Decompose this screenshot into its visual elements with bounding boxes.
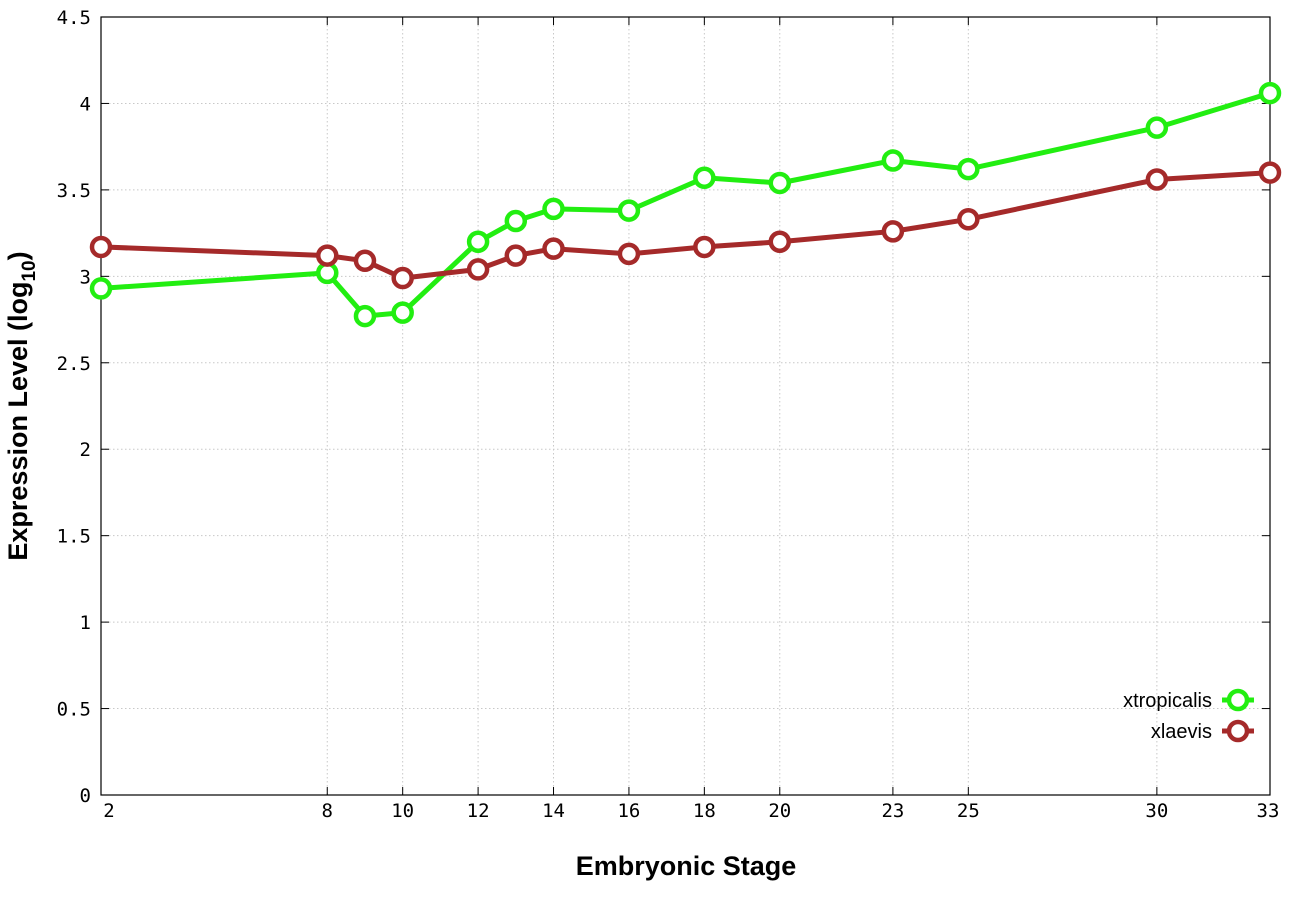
data-point-xtropicalis bbox=[353, 304, 377, 328]
ticks-layer: 2 8 10 12 14 16 18 20 23 25 30 33 0 0.5 1 1.5 2 2.5 3 3.5 4 4… bbox=[57, 7, 1280, 822]
y-tick-label: 2 bbox=[80, 439, 91, 461]
plot-frame bbox=[100, 16, 1271, 796]
y-tick-label: 3 bbox=[80, 266, 91, 288]
x-tick-label: 18 bbox=[693, 800, 716, 822]
x-tick-label: 23 bbox=[881, 800, 904, 822]
y-axis-title-close: ) bbox=[3, 251, 33, 260]
data-point-xlaevis bbox=[881, 220, 905, 243]
data-point-xtropicalis bbox=[693, 166, 716, 190]
series-layer bbox=[89, 81, 1282, 328]
x-tick-label: 30 bbox=[1145, 800, 1168, 822]
data-point-xtropicalis bbox=[768, 171, 792, 195]
data-point-xlaevis bbox=[391, 266, 414, 290]
x-axis-title: Embryonic Stage bbox=[576, 851, 797, 881]
y-axis-title-subscript: 10 bbox=[19, 260, 40, 281]
data-point-xtropicalis bbox=[1145, 116, 1169, 139]
y-tick-label: 1.5 bbox=[57, 526, 91, 548]
x-tick-label: 20 bbox=[768, 800, 791, 822]
data-point-xtropicalis bbox=[881, 149, 905, 172]
x-tick-label: 2 bbox=[103, 800, 114, 822]
y-axis-title: Expression Level (log10) bbox=[3, 251, 40, 560]
x-tick-label: 14 bbox=[542, 800, 565, 822]
data-point-xtropicalis bbox=[466, 230, 490, 254]
series-line-xtropicalis bbox=[100, 90, 1271, 319]
legend: xtropicalis xlaevis bbox=[1123, 688, 1254, 743]
y-tick-label: 2.5 bbox=[57, 353, 91, 375]
data-point-xlaevis bbox=[768, 230, 792, 254]
x-tick-label: 10 bbox=[391, 800, 414, 822]
data-point-xtropicalis bbox=[957, 157, 980, 181]
data-point-xtropicalis bbox=[542, 197, 565, 221]
y-tick-label: 0.5 bbox=[57, 699, 91, 721]
y-tick-label: 1 bbox=[80, 612, 91, 634]
data-point-xlaevis bbox=[466, 258, 490, 281]
data-point-xtropicalis bbox=[1258, 81, 1282, 105]
data-point-xtropicalis bbox=[504, 209, 528, 233]
y-tick-label: 4.5 bbox=[57, 7, 91, 29]
legend-marker-xlaevis bbox=[1226, 719, 1250, 743]
y-tick-label: 4 bbox=[80, 93, 91, 115]
legend-marker-xtropicalis bbox=[1226, 688, 1250, 712]
data-point-xtropicalis bbox=[391, 301, 414, 324]
data-point-xlaevis bbox=[957, 208, 980, 231]
y-tick-label: 0 bbox=[80, 785, 91, 807]
data-point-xlaevis bbox=[353, 249, 377, 273]
data-point-xlaevis bbox=[693, 235, 716, 259]
data-point-xlaevis bbox=[1258, 161, 1282, 184]
y-tick-label: 3.5 bbox=[57, 180, 91, 202]
x-tick-label: 16 bbox=[617, 800, 640, 822]
x-tick-label: 12 bbox=[467, 800, 490, 822]
data-point-xlaevis bbox=[617, 242, 641, 266]
data-point-xlaevis bbox=[1145, 168, 1169, 191]
legend-label-xtropicalis: xtropicalis bbox=[1123, 690, 1212, 712]
legend-label-xlaevis: xlaevis bbox=[1151, 721, 1212, 743]
x-tick-label: 8 bbox=[322, 800, 333, 822]
data-point-xlaevis bbox=[504, 244, 528, 267]
grid-layer bbox=[101, 17, 1270, 795]
data-point-xlaevis bbox=[316, 244, 339, 267]
data-point-xtropicalis bbox=[89, 277, 113, 300]
x-tick-label: 33 bbox=[1257, 800, 1280, 822]
data-point-xlaevis bbox=[542, 237, 565, 260]
data-point-xlaevis bbox=[89, 235, 113, 259]
y-axis-title-main: Expression Level (log bbox=[3, 282, 33, 561]
x-tick-label: 25 bbox=[957, 800, 980, 822]
data-point-xtropicalis bbox=[617, 199, 641, 222]
